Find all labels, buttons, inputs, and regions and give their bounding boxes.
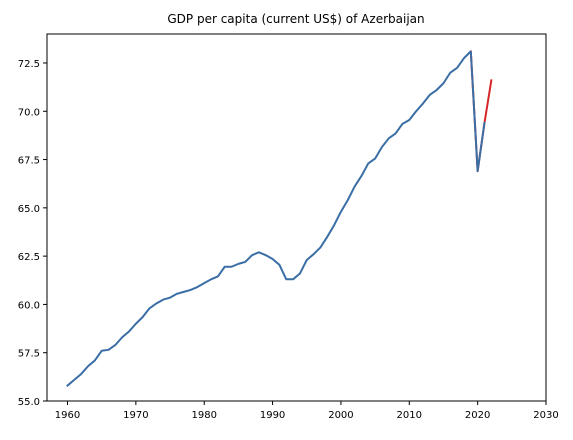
x-tick-label: 2010	[397, 410, 422, 421]
y-tick-label: 67.5	[18, 156, 40, 167]
x-tick-label: 1980	[191, 410, 216, 421]
y-tick-label: 62.5	[18, 252, 40, 263]
x-tick-label: 1970	[123, 410, 148, 421]
y-tick-label: 70.0	[18, 107, 40, 118]
series-layer	[66, 50, 493, 387]
x-tick-label: 1960	[55, 410, 80, 421]
y-tick-label: 60.0	[18, 300, 40, 311]
y-tick-label: 55.0	[18, 397, 40, 408]
tick-layer: 1960 1970 1980 1990 2000 2010 2020 2030 55.0 57.5…	[18, 59, 559, 421]
x-tick-label: 2000	[328, 410, 353, 421]
series-line-1	[66, 50, 486, 387]
y-tick-label: 72.5	[18, 59, 40, 70]
y-tick-label: 65.0	[18, 204, 40, 215]
chart-title: GDP per capita (current US$) of Azerbaij…	[167, 12, 424, 26]
x-tick-label: 1990	[260, 410, 285, 421]
x-tick-label: 2030	[533, 410, 558, 421]
x-tick-label: 2020	[465, 410, 490, 421]
y-tick-label: 57.5	[18, 349, 40, 360]
plot-frame	[46, 33, 547, 402]
